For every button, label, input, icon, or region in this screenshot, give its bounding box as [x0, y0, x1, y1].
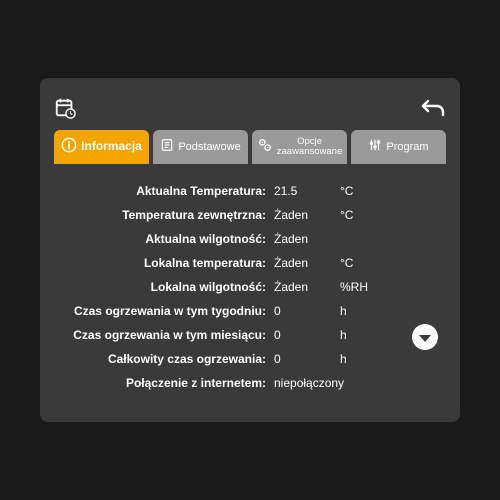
value: niepołączony [270, 376, 390, 390]
tabs: Informacja Podstawowe Opcje zaawansowane… [54, 130, 446, 164]
gears-icon [257, 137, 273, 156]
tab-label: Program [386, 141, 428, 153]
back-icon[interactable] [420, 97, 446, 119]
row-current-temp: Aktualna Temperatura: 21.5 °C [60, 184, 440, 198]
label: Połączenie z internetem: [60, 376, 270, 390]
unit: %RH [340, 280, 390, 294]
row-outside-temp: Temperatura zewnętrzna: Żaden °C [60, 208, 440, 222]
label: Aktualna wilgotność: [60, 232, 270, 246]
sliders-icon [368, 137, 382, 156]
label: Temperatura zewnętrzna: [60, 208, 270, 222]
label: Czas ogrzewania w tym tygodniu: [60, 304, 270, 318]
value: 0 [270, 304, 340, 318]
value: 0 [270, 352, 340, 366]
unit: °C [340, 256, 390, 270]
value: Żaden [270, 280, 340, 294]
calendar-icon[interactable] [54, 97, 76, 119]
unit: °C [340, 208, 390, 222]
unit: h [340, 304, 390, 318]
row-local-temp: Lokalna temperatura: Żaden °C [60, 256, 440, 270]
tab-label: Informacja [81, 140, 142, 153]
scroll-down-button[interactable] [412, 324, 438, 350]
value: Żaden [270, 256, 340, 270]
label: Lokalna temperatura: [60, 256, 270, 270]
row-heat-total: Całkowity czas ogrzewania: 0 h [60, 352, 440, 366]
row-heat-week: Czas ogrzewania w tym tygodniu: 0 h [60, 304, 440, 318]
label: Czas ogrzewania w tym miesiącu: [60, 328, 270, 342]
tab-program[interactable]: Program [351, 130, 446, 164]
row-heat-month: Czas ogrzewania w tym miesiącu: 0 h [60, 328, 440, 342]
label: Aktualna Temperatura: [60, 184, 270, 198]
unit: °C [340, 184, 390, 198]
document-icon [160, 137, 174, 156]
row-current-humidity: Aktualna wilgotność: Żaden [60, 232, 440, 246]
value: 21.5 [270, 184, 340, 198]
tab-label: Opcje zaawansowane [277, 137, 343, 157]
info-icon [61, 137, 77, 156]
row-local-humidity: Lokalna wilgotność: Żaden %RH [60, 280, 440, 294]
value: Żaden [270, 232, 340, 246]
tab-opcje-zaawansowane[interactable]: Opcje zaawansowane [252, 130, 347, 164]
settings-panel: Informacja Podstawowe Opcje zaawansowane… [40, 78, 460, 422]
tab-podstawowe[interactable]: Podstawowe [153, 130, 248, 164]
unit: h [340, 352, 390, 366]
tab-informacja[interactable]: Informacja [54, 130, 149, 164]
top-bar [54, 92, 446, 124]
info-content: Aktualna Temperatura: 21.5 °C Temperatur… [54, 170, 446, 390]
tab-label: Podstawowe [178, 141, 240, 153]
label: Całkowity czas ogrzewania: [60, 352, 270, 366]
label: Lokalna wilgotność: [60, 280, 270, 294]
unit: h [340, 328, 390, 342]
value: Żaden [270, 208, 340, 222]
value: 0 [270, 328, 340, 342]
row-internet: Połączenie z internetem: niepołączony [60, 376, 440, 390]
